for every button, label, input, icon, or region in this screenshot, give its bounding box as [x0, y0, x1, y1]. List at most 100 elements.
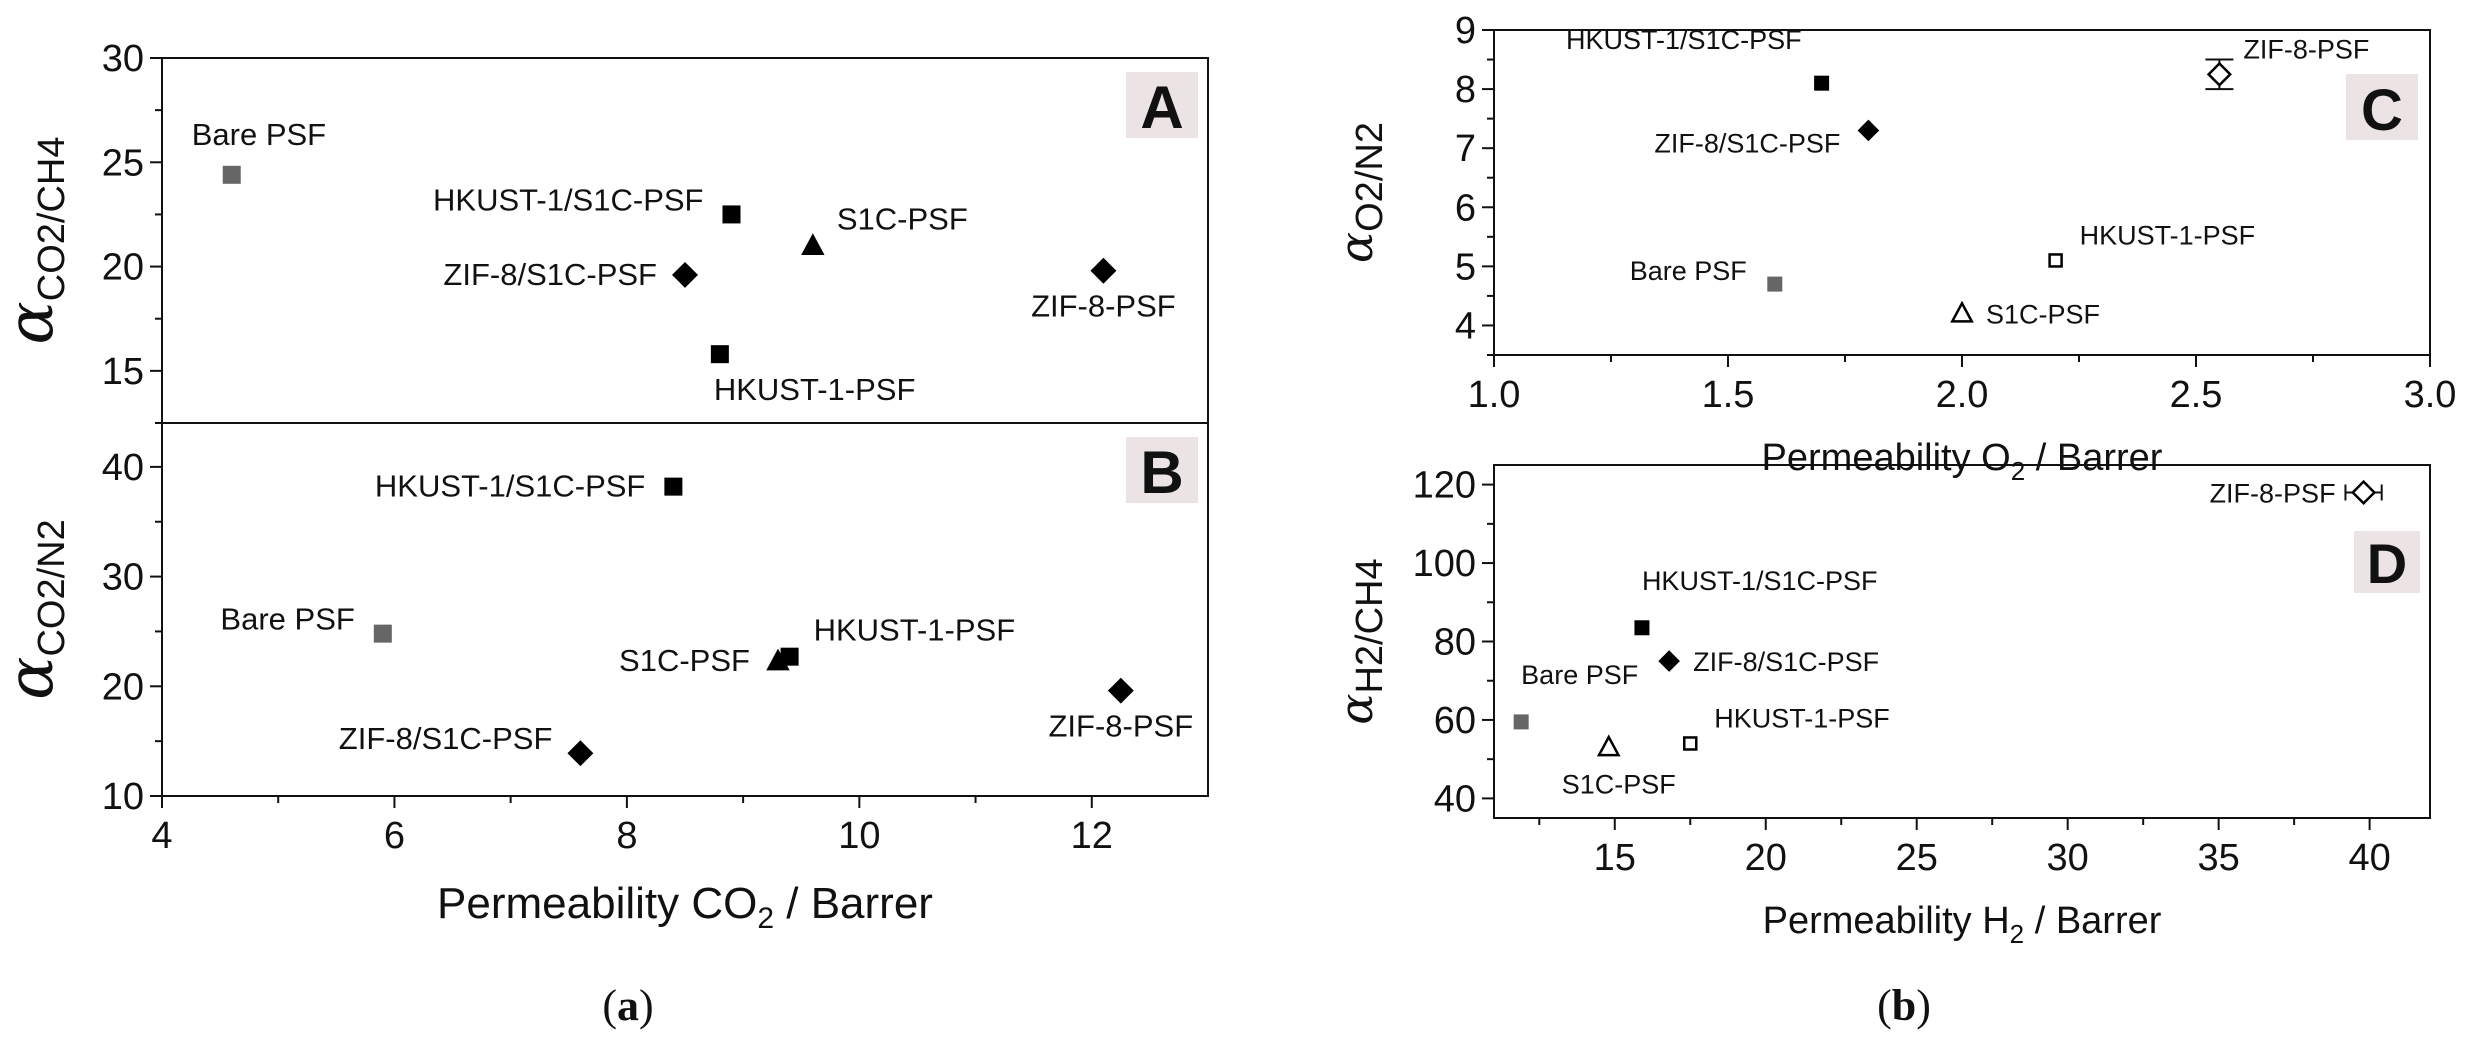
panel-a: 15 20 25 30 αCO2/CH4 A Bare PSF HKUST-1/S1C-PSF…: [0, 38, 1209, 424]
y-tick-label: 5: [1455, 246, 1476, 288]
point-marker: [1107, 677, 1134, 704]
data-point: S1C-PSF: [1562, 734, 1676, 799]
y-axis: 10 20 30 40: [102, 447, 162, 818]
data-point: Bare PSF: [1513, 660, 1638, 730]
x-axis-title-tail: / Barrer: [2024, 900, 2162, 942]
point-label: S1C-PSF: [1986, 300, 2100, 330]
point-label: HKUST-1-PSF: [814, 613, 1016, 648]
x-axis-title-main: Permeability H: [1763, 900, 2010, 942]
y-axis-title-symbol: α: [1329, 694, 1383, 725]
point-marker: [710, 345, 729, 364]
point-marker: [1767, 276, 1783, 292]
point-marker: [2206, 61, 2232, 87]
caption-letter: a: [617, 981, 639, 1030]
x-axis: 15 20 25 30 35 40: [1538, 818, 2391, 879]
point-label: HKUST-1/S1C-PSF: [433, 182, 703, 217]
point-label: ZIF-8/S1C-PSF: [1693, 647, 1879, 677]
y-axis-title: αCO2/N2: [0, 519, 73, 700]
x-tick-label: 35: [2198, 837, 2240, 879]
data-point: S1C-PSF: [801, 202, 968, 256]
y-tick-label: 8: [1455, 69, 1476, 111]
point-label: ZIF-8/S1C-PSF: [1654, 128, 1840, 158]
caption-close: ): [639, 981, 654, 1030]
point-label: S1C-PSF: [619, 643, 750, 678]
point-label: ZIF-8-PSF: [1031, 289, 1176, 324]
y-tick-label: 10: [102, 776, 144, 818]
point-marker: [722, 205, 741, 224]
y-axis: 40 60 80 100 120: [1413, 465, 1494, 820]
x-tick-label: 10: [838, 815, 880, 857]
point-marker: [780, 647, 799, 666]
y-axis-title-symbol: α: [0, 657, 68, 700]
point-marker: [664, 477, 683, 496]
y-tick-label: 30: [102, 38, 144, 80]
panel-d: 40 60 80 100 120 15 20 25 30 35 40 Permeability H2 …: [1329, 464, 2431, 949]
point-marker: [1950, 300, 1974, 323]
data-point: ZIF-8/S1C-PSF: [443, 257, 698, 292]
data-point: ZIF-8/S1C-PSF: [1654, 119, 1880, 158]
point-label: ZIF-8-PSF: [2243, 34, 2369, 64]
data-point: ZIF-8-PSF: [1031, 257, 1176, 324]
data-point: Bare PSF: [1630, 256, 1783, 292]
y-tick-label: 20: [102, 666, 144, 708]
y-tick-label: 15: [102, 351, 144, 393]
x-tick-label: 12: [1071, 815, 1113, 857]
caption-close: ): [1916, 981, 1931, 1030]
caption-open: (: [602, 981, 617, 1030]
y-axis: 4 5 6 7 8 9: [1455, 10, 1494, 356]
point-marker: [1596, 734, 1621, 757]
data-point: Bare PSF: [220, 602, 392, 643]
data-point: Bare PSF: [192, 117, 326, 184]
y-axis: 15 20 25 30: [102, 38, 162, 424]
y-tick-label: 30: [102, 557, 144, 599]
panel-caption: (a): [602, 981, 653, 1030]
point-marker: [2048, 253, 2063, 268]
panel-c: 4 5 6 7 8 9 1.0 1.5 2.0 2.5 3.0 Permeability O2 / B…: [1329, 10, 2456, 486]
y-tick-label: 100: [1413, 543, 1476, 585]
point-marker: [1090, 257, 1117, 284]
panel-caption: (b): [1877, 981, 1931, 1030]
x-axis-title: Permeability H2 / Barrer: [1763, 900, 2162, 949]
x-tick-label: 2.0: [1936, 374, 1989, 416]
x-axis-title: Permeability CO2 / Barrer: [437, 879, 933, 935]
point-label: S1C-PSF: [1562, 769, 1676, 799]
point-label: ZIF-8-PSF: [2210, 478, 2336, 508]
x-tick-label: 40: [2348, 837, 2390, 879]
data-point: ZIF-8/S1C-PSF: [1658, 647, 1879, 677]
point-label: HKUST-1/S1C-PSF: [375, 469, 645, 504]
point-marker: [672, 261, 698, 288]
y-axis-title: αCO2/CH4: [0, 137, 73, 345]
point-label: ZIF-8/S1C-PSF: [339, 721, 553, 756]
y-axis-title-sub: CO2/N2: [31, 519, 73, 656]
caption-letter: b: [1892, 981, 1916, 1030]
y-axis-title-sub: O2/N2: [1349, 122, 1391, 232]
y-tick-label: 4: [1455, 305, 1476, 347]
x-tick-label: 15: [1594, 837, 1636, 879]
data-point: HKUST-1-PSF: [2048, 220, 2256, 268]
point-label: Bare PSF: [192, 117, 326, 152]
x-tick-label: 2.5: [2170, 374, 2223, 416]
point-label: Bare PSF: [1630, 256, 1747, 286]
data-point: ZIF-8-PSF: [2210, 478, 2383, 508]
point-label: HKUST-1-PSF: [2080, 220, 2256, 250]
x-axis-title-sub: 2: [2010, 919, 2024, 949]
point-marker: [1658, 650, 1680, 672]
y-tick-label: 9: [1455, 10, 1476, 52]
point-label: S1C-PSF: [837, 202, 968, 237]
y-axis-title: αH2/CH4: [1329, 558, 1391, 724]
y-axis-title-sub: CO2/CH4: [31, 137, 73, 302]
point-marker: [567, 740, 594, 767]
point-marker: [1634, 620, 1650, 636]
panel-letter-bg: [1126, 72, 1198, 138]
data-point: S1C-PSF: [1950, 300, 2100, 330]
y-tick-label: 6: [1455, 187, 1476, 229]
point-label: HKUST-1/S1C-PSF: [1642, 566, 1878, 596]
y-tick-label: 40: [1434, 778, 1476, 820]
panel-letter: D: [2367, 532, 2407, 595]
point-marker: [222, 165, 241, 184]
y-tick-label: 60: [1434, 700, 1476, 742]
data-point: HKUST-1-PSF: [1683, 703, 1890, 751]
y-tick-label: 7: [1455, 128, 1476, 170]
point-label: HKUST-1-PSF: [714, 372, 916, 407]
